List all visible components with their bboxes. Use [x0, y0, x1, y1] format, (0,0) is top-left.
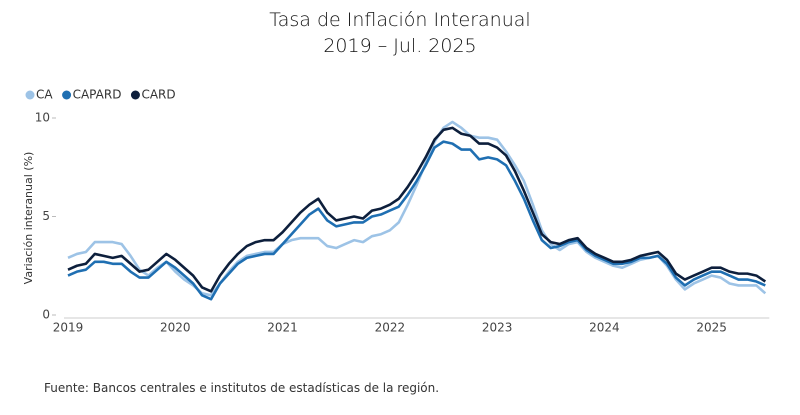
x-tick-label: 2024	[589, 321, 620, 335]
series-line	[67, 126, 767, 293]
x-tick-label: 2021	[267, 321, 298, 335]
x-tick-label: 2023	[482, 321, 513, 335]
series-line	[67, 120, 767, 297]
legend-marker	[62, 90, 72, 100]
x-tick-label: 2022	[375, 321, 406, 335]
y-tick-label: 5	[42, 209, 50, 223]
source-note: Fuente: Bancos centrales e institutos de…	[44, 381, 439, 395]
chart-title: Tasa de Inflación Interanual	[269, 9, 530, 31]
legend-marker	[130, 90, 140, 100]
legend-label: CARD	[141, 88, 175, 102]
x-tick-label: 2025	[696, 321, 727, 335]
x-tick-label: 2019	[53, 321, 84, 335]
legend-marker	[25, 90, 35, 100]
series-line	[67, 140, 766, 301]
y-tick-label: 10	[35, 111, 50, 125]
y-tick-label: 0	[42, 308, 50, 322]
x-tick-label: 2020	[160, 321, 191, 335]
legend-label: CA	[36, 88, 53, 102]
chart-subtitle: 2019 – Jul. 2025	[323, 35, 476, 57]
legend-label: CAPARD	[73, 88, 122, 102]
y-axis-label: Variación interanual (%)	[22, 152, 35, 285]
